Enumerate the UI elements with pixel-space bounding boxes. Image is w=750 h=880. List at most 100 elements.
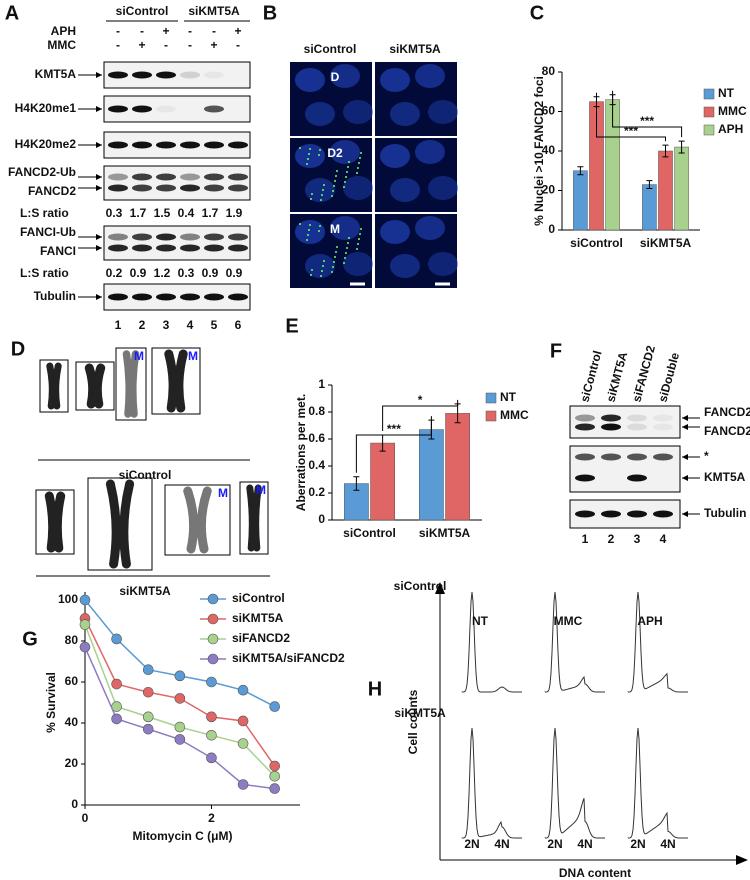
band <box>204 233 224 241</box>
focus <box>344 257 346 259</box>
nucleus <box>390 102 420 126</box>
band <box>228 293 248 301</box>
label: + <box>210 38 217 52</box>
band <box>156 184 176 192</box>
focus <box>346 247 348 249</box>
focus <box>321 194 323 196</box>
label: siDouble <box>655 351 682 404</box>
point <box>111 633 122 645</box>
legend-swatch <box>703 88 715 100</box>
point <box>237 684 249 696</box>
legend-swatch <box>485 410 497 422</box>
focus <box>306 163 308 165</box>
label: 4 <box>660 532 667 546</box>
panel-label: B <box>263 2 277 24</box>
band <box>575 453 595 461</box>
y-tick-label: 20 <box>65 756 79 770</box>
y-axis-label: % Nuclei >10 FANCD2 foci <box>532 76 546 226</box>
focus <box>358 238 360 240</box>
arrow-head <box>96 106 102 112</box>
panel-label: G <box>22 628 38 650</box>
nucleus <box>305 254 335 278</box>
band <box>156 173 176 181</box>
label: FANCD2-Ub <box>8 165 76 179</box>
band <box>180 71 200 79</box>
nucleus <box>295 144 325 168</box>
y-tick-label: 20 <box>542 183 556 197</box>
focus <box>319 225 321 227</box>
bar <box>419 429 444 521</box>
y-tick-label: 60 <box>65 674 79 688</box>
histogram <box>627 727 688 839</box>
label: siControl <box>304 42 357 56</box>
band <box>108 141 128 149</box>
focus <box>323 184 325 186</box>
band <box>132 71 152 79</box>
x-tick-label: 0 <box>82 811 89 825</box>
focus <box>311 269 313 271</box>
band <box>228 141 248 149</box>
chromosome <box>122 350 140 418</box>
blot <box>103 95 251 123</box>
point <box>206 752 217 764</box>
label: 3 <box>163 318 170 332</box>
focus <box>332 266 334 268</box>
y-tick-label: 0 <box>318 512 325 526</box>
legend-marker <box>207 633 219 645</box>
legend-label: siKMT5A <box>232 611 284 625</box>
label: 4N <box>494 837 509 851</box>
focus <box>360 152 362 154</box>
label: NT <box>472 614 489 628</box>
bar <box>658 150 673 231</box>
band <box>108 244 128 252</box>
band <box>180 173 200 181</box>
point <box>206 711 217 723</box>
error-bar <box>577 166 584 176</box>
label: + <box>234 24 241 38</box>
focus <box>357 167 359 169</box>
legend-label: siKMT5A/siFANCD2 <box>232 651 345 665</box>
focus <box>320 275 322 277</box>
label: 1.7 <box>130 206 147 220</box>
histogram <box>627 591 688 693</box>
annotation: * <box>418 393 423 407</box>
band <box>204 71 224 79</box>
error-bar <box>678 140 685 154</box>
focus <box>331 271 333 273</box>
y-tick-label: 0.8 <box>308 404 325 418</box>
point <box>174 734 186 745</box>
focus <box>343 186 345 188</box>
nucleus <box>343 176 373 200</box>
focus <box>348 237 350 239</box>
arrow-head <box>96 234 102 240</box>
annotation: *** <box>640 114 654 128</box>
y-tick-label: 80 <box>65 633 79 647</box>
band <box>653 510 673 518</box>
y-tick-label: 80 <box>542 64 556 78</box>
legend-label: siFANCD2 <box>232 631 290 645</box>
point <box>206 676 217 688</box>
error-bar <box>353 476 360 491</box>
band <box>204 173 224 181</box>
bar <box>674 146 689 231</box>
focus <box>336 246 338 248</box>
label: siKMT5A <box>389 42 441 56</box>
label: * <box>704 449 709 463</box>
label: 0.9 <box>130 266 147 280</box>
nucleus <box>295 68 325 92</box>
band <box>108 173 128 181</box>
band <box>601 453 621 461</box>
focus <box>333 261 335 263</box>
label: M <box>256 483 266 497</box>
significance-bracket <box>596 92 666 142</box>
point <box>206 729 217 741</box>
point <box>142 686 154 698</box>
legend-label: APH <box>718 122 743 136</box>
focus <box>347 166 349 168</box>
nucleus <box>305 178 335 202</box>
focus <box>331 195 333 197</box>
label: 1.2 <box>154 266 171 280</box>
panel-label: E <box>285 315 298 337</box>
bar <box>573 170 588 231</box>
x-tick-label: 2 <box>208 811 215 825</box>
